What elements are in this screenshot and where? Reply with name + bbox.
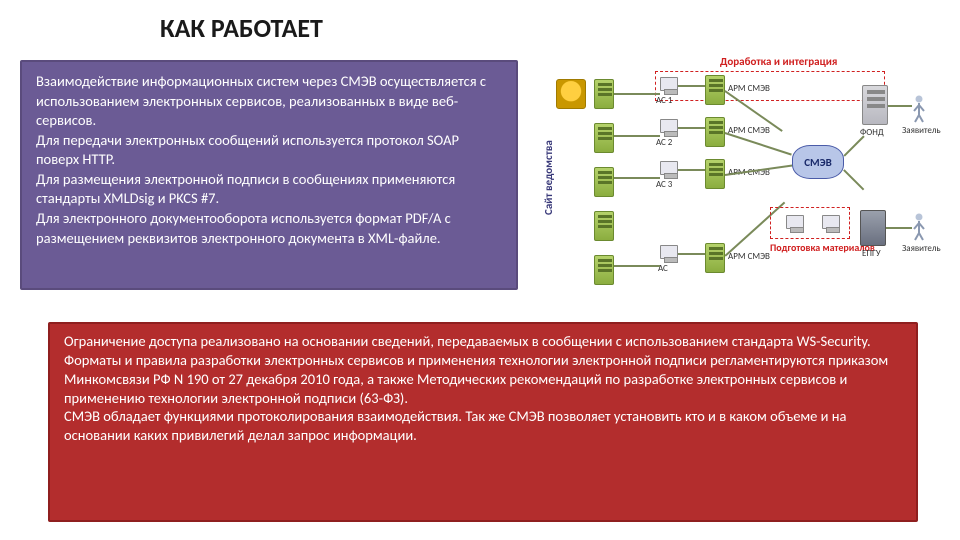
server-icon bbox=[705, 159, 725, 189]
connector-line bbox=[678, 127, 705, 129]
connector-line bbox=[678, 85, 705, 87]
connector-line bbox=[614, 177, 660, 179]
server-icon bbox=[705, 243, 725, 273]
server-icon bbox=[594, 79, 614, 109]
connector-line bbox=[614, 93, 660, 95]
sidebar-vertical-label: Сайт ведомства bbox=[542, 140, 555, 215]
fond-server-icon bbox=[862, 85, 888, 125]
applicant-label: Заявитель bbox=[902, 125, 941, 136]
smev-node: СМЭВ bbox=[792, 145, 844, 179]
epgu-server-icon bbox=[860, 210, 886, 246]
pc-icon bbox=[660, 161, 678, 175]
server-icon bbox=[705, 75, 725, 105]
pc-icon bbox=[660, 245, 678, 259]
pc-icon bbox=[660, 119, 678, 133]
connector-line bbox=[888, 105, 912, 107]
pc-label: АС 3 bbox=[656, 179, 672, 190]
purple-text-box: Взаимодействие информационных систем чер… bbox=[20, 60, 518, 290]
red-text: Ограничение доступа реализовано на основ… bbox=[64, 332, 902, 445]
connector-line bbox=[678, 169, 705, 171]
server-icon bbox=[705, 117, 725, 147]
fond-label: ФОНД bbox=[860, 127, 884, 138]
person-icon bbox=[912, 95, 926, 123]
pc-icon bbox=[660, 77, 678, 91]
applicant-label: Заявитель bbox=[902, 243, 941, 254]
connector-line bbox=[843, 135, 864, 156]
slide-title: КАК РАБОТАЕТ bbox=[160, 12, 323, 44]
pc-icon bbox=[786, 215, 804, 229]
connector-line bbox=[614, 135, 660, 137]
pc-label: АС 2 bbox=[656, 137, 672, 148]
server-icon bbox=[594, 211, 614, 241]
arm-label: АРМ СМЭВ bbox=[728, 251, 770, 262]
red-text-box: Ограничение доступа реализовано на основ… bbox=[48, 322, 918, 522]
connector-line bbox=[843, 169, 864, 190]
server-icon bbox=[594, 123, 614, 153]
epgu-label: ЕПГУ bbox=[862, 248, 881, 259]
server-icon bbox=[594, 167, 614, 197]
diagram-label-top: Доработка и интеграция bbox=[720, 55, 837, 68]
connector-line bbox=[614, 265, 660, 267]
pc-icon bbox=[822, 215, 840, 229]
connector-line bbox=[678, 253, 705, 255]
person-icon bbox=[912, 213, 926, 241]
connector-line bbox=[886, 227, 912, 229]
server-icon bbox=[594, 255, 614, 285]
pc-label: АС 1 bbox=[656, 95, 672, 106]
arm-label: АРМ СМЭВ bbox=[728, 83, 770, 94]
purple-text: Взаимодействие информационных систем чер… bbox=[36, 72, 502, 248]
emblem-icon bbox=[556, 79, 586, 109]
smev-diagram: Доработка и интеграция Сайт ведомства АС… bbox=[530, 55, 950, 305]
